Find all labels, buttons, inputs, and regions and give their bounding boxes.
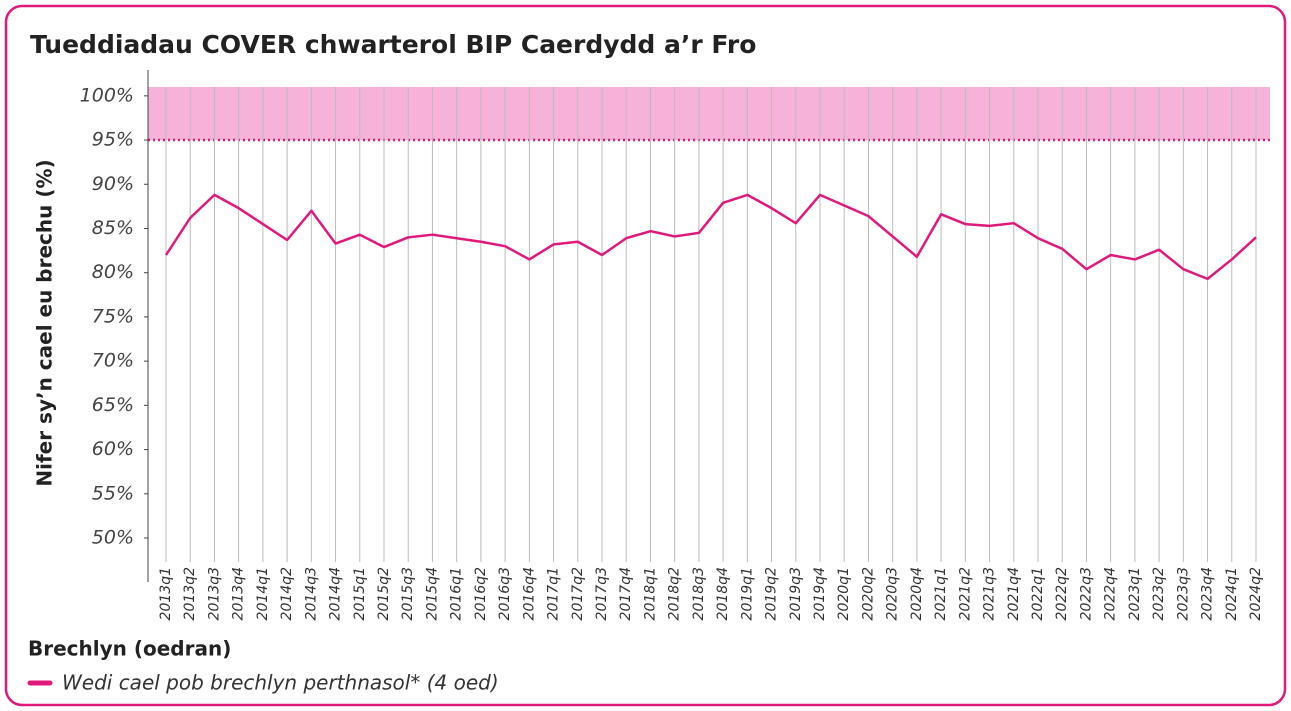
- y-tick-label: 50%: [92, 527, 134, 549]
- x-tick-label: 2021q4: [1006, 567, 1022, 620]
- y-tick-label: 80%: [92, 261, 134, 283]
- y-tick-label: 90%: [92, 173, 134, 195]
- x-tick-label: 2019q3: [788, 567, 804, 620]
- x-tick-label: 2017q1: [546, 567, 562, 620]
- chart-title: Tueddiadau COVER chwarterol BIP Caerdydd…: [30, 30, 756, 59]
- y-tick-label: 95%: [92, 129, 134, 151]
- x-tick-label: 2020q2: [860, 567, 876, 621]
- x-tick-label: 2018q4: [715, 567, 731, 620]
- x-tick-label: 2016q3: [497, 567, 513, 620]
- x-tick-label: 2013q2: [182, 567, 198, 621]
- x-tick-label: 2023q3: [1175, 567, 1191, 620]
- x-tick-label: 2014q1: [255, 567, 271, 620]
- x-tick-label: 2018q2: [667, 567, 683, 621]
- y-tick-label: 65%: [92, 394, 134, 416]
- y-tick-label: 75%: [92, 305, 134, 327]
- x-tick-label: 2020q4: [909, 567, 925, 620]
- x-tick-label: 2024q1: [1224, 567, 1240, 620]
- x-tick-label: 2013q1: [158, 567, 174, 620]
- x-tick-label: 2019q2: [764, 567, 780, 621]
- y-tick-label: 70%: [92, 350, 134, 372]
- x-tick-label: 2023q4: [1200, 567, 1216, 620]
- x-tick-label: 2016q4: [521, 567, 537, 620]
- x-tick-label: 2018q1: [642, 567, 658, 620]
- y-tick-label: 100%: [80, 84, 134, 106]
- legend-title: Brechlyn (oedran): [28, 637, 231, 661]
- legend-label: Wedi cael pob brechlyn perthnasol* (4 oe…: [62, 671, 499, 695]
- x-tick-label: 2022q1: [1030, 567, 1046, 620]
- x-tick-label: 2015q3: [400, 567, 416, 620]
- x-tick-label: 2014q3: [303, 567, 319, 620]
- x-tick-label: 2015q1: [352, 567, 368, 620]
- x-tick-label: 2014q4: [328, 567, 344, 620]
- x-tick-label: 2019q4: [812, 567, 828, 620]
- x-tick-label: 2021q3: [982, 567, 998, 620]
- x-tick-label: 2013q4: [231, 567, 247, 620]
- x-tick-label: 2022q2: [1054, 567, 1070, 621]
- x-tick-label: 2021q1: [933, 567, 949, 620]
- x-tick-label: 2017q3: [594, 567, 610, 620]
- x-tick-label: 2016q1: [449, 567, 465, 620]
- x-tick-label: 2020q3: [885, 567, 901, 620]
- x-tick-label: 2015q2: [376, 567, 392, 621]
- x-tick-label: 2016q2: [473, 567, 489, 621]
- y-axis-label: Nifer sy’n cael eu brechu (%): [33, 159, 57, 486]
- x-tick-label: 2020q1: [836, 567, 852, 620]
- x-tick-label: 2018q3: [691, 567, 707, 620]
- x-tick-label: 2022q4: [1103, 567, 1119, 620]
- x-tick-label: 2022q3: [1078, 567, 1094, 620]
- x-tick-label: 2024q2: [1248, 567, 1264, 621]
- x-tick-label: 2017q2: [570, 567, 586, 621]
- x-tick-label: 2019q1: [739, 567, 755, 620]
- x-tick-label: 2023q2: [1151, 567, 1167, 621]
- target-band: [148, 87, 1270, 141]
- x-tick-label: 2021q2: [957, 567, 973, 621]
- x-tick-label: 2015q4: [424, 567, 440, 620]
- x-tick-label: 2017q4: [618, 567, 634, 620]
- y-tick-label: 85%: [92, 217, 134, 239]
- x-tick-label: 2013q3: [206, 567, 222, 620]
- x-tick-label: 2014q2: [279, 567, 295, 621]
- series-line: [164, 193, 1257, 281]
- x-tick-label: 2023q1: [1127, 567, 1143, 620]
- y-tick-label: 55%: [92, 482, 134, 504]
- y-tick-label: 60%: [92, 438, 134, 460]
